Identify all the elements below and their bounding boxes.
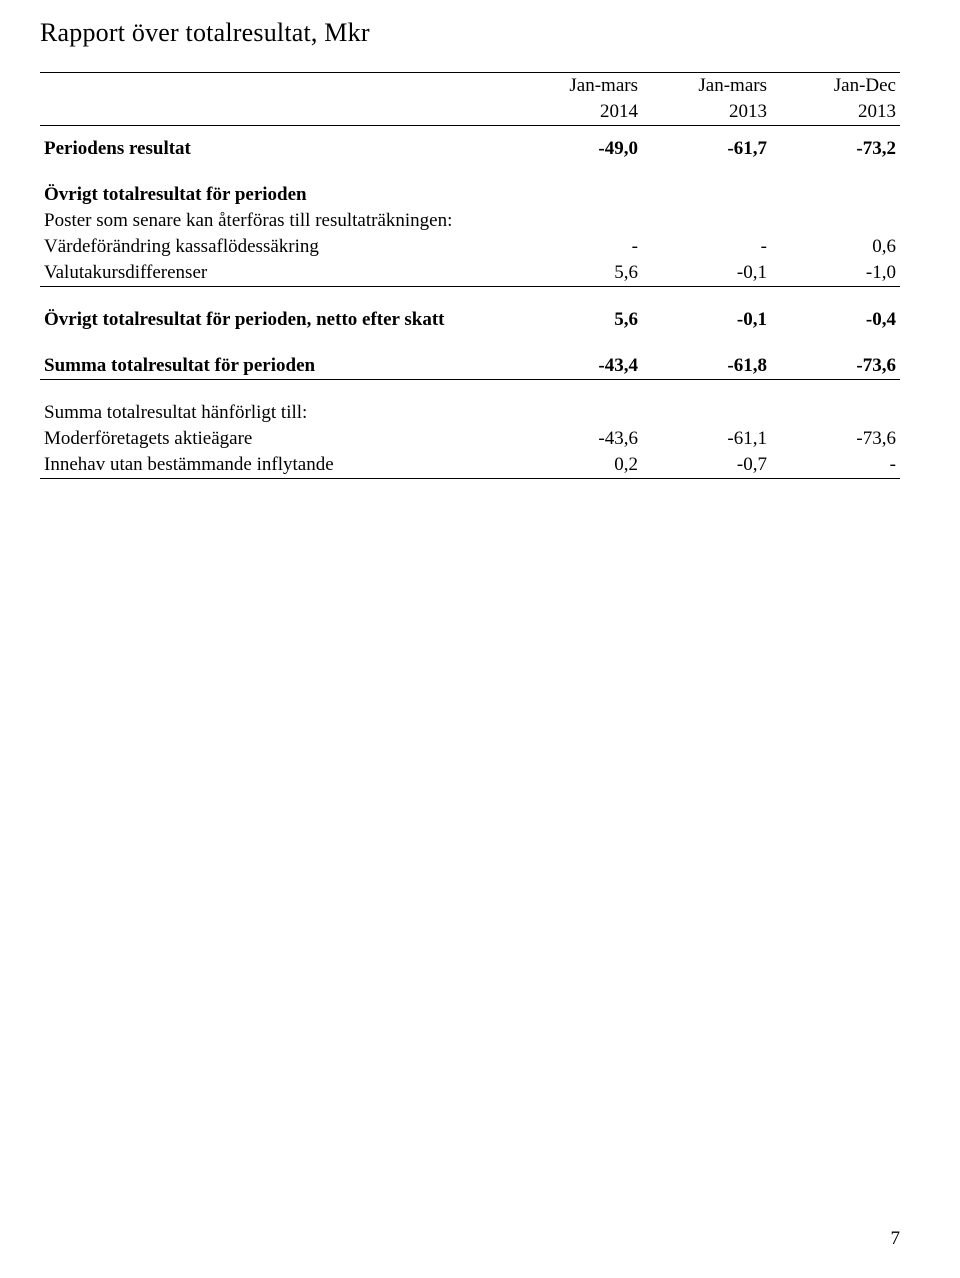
header-row-2: 2014 2013 2013: [40, 99, 900, 126]
cell-label: Moderföretagets aktieägare: [40, 426, 513, 452]
cell-v2: -61,8: [642, 353, 771, 380]
row-periodens-resultat: Periodens resultat -49,0 -61,7 -73,2: [40, 136, 900, 162]
cell-v3: -: [771, 452, 900, 479]
cell-v2: -61,7: [642, 136, 771, 162]
cell-v3: -0,4: [771, 307, 900, 333]
cell-v2: -0,1: [642, 260, 771, 287]
cell-v1: 0,2: [513, 452, 642, 479]
report-title: Rapport över totalresultat, Mkr: [40, 18, 900, 48]
cell-v1: 5,6: [513, 307, 642, 333]
page: Rapport över totalresultat, Mkr Jan-mars…: [0, 0, 960, 1278]
row-vardeforandring: Värdeförändring kassaflödessäkring - - 0…: [40, 234, 900, 260]
col2-line1: Jan-mars: [642, 73, 771, 100]
row-ovrigt-netto: Övrigt totalresultat för perioden, netto…: [40, 307, 900, 333]
header-empty: [40, 73, 513, 100]
cell-v1: -43,6: [513, 426, 642, 452]
cell-label: Innehav utan bestämmande inflytande: [40, 452, 513, 479]
cell-v2: -61,1: [642, 426, 771, 452]
row-poster-senare: Poster som senare kan återföras till res…: [40, 208, 900, 234]
row-innehav: Innehav utan bestämmande inflytande 0,2 …: [40, 452, 900, 479]
cell-label: Övrigt totalresultat för perioden, netto…: [40, 307, 513, 333]
cell-label: Summa totalresultat för perioden: [40, 353, 513, 380]
cell-label: Poster som senare kan återföras till res…: [40, 208, 900, 234]
col2-line2: 2013: [642, 99, 771, 126]
cell-label: Periodens resultat: [40, 136, 513, 162]
cell-v3: 0,6: [771, 234, 900, 260]
cell-v3: -73,2: [771, 136, 900, 162]
cell-v1: 5,6: [513, 260, 642, 287]
row-valutakurs: Valutakursdifferenser 5,6 -0,1 -1,0: [40, 260, 900, 287]
page-number: 7: [891, 1228, 901, 1250]
cell-v2: -0,7: [642, 452, 771, 479]
cell-v3: -73,6: [771, 353, 900, 380]
header-row-1: Jan-mars Jan-mars Jan-Dec: [40, 73, 900, 100]
financial-table: Jan-mars Jan-mars Jan-Dec 2014 2013 2013…: [40, 72, 900, 479]
cell-v2: -: [642, 234, 771, 260]
col1-line1: Jan-mars: [513, 73, 642, 100]
row-summa-period: Summa totalresultat för perioden -43,4 -…: [40, 353, 900, 380]
cell-v1: -49,0: [513, 136, 642, 162]
col3-line1: Jan-Dec: [771, 73, 900, 100]
cell-label: Valutakursdifferenser: [40, 260, 513, 287]
header-empty-2: [40, 99, 513, 126]
col1-line2: 2014: [513, 99, 642, 126]
cell-label: Värdeförändring kassaflödessäkring: [40, 234, 513, 260]
cell-v1: -: [513, 234, 642, 260]
cell-label: Summa totalresultat hänförligt till:: [40, 400, 900, 426]
row-moder: Moderföretagets aktieägare -43,6 -61,1 -…: [40, 426, 900, 452]
cell-v2: -0,1: [642, 307, 771, 333]
col3-line2: 2013: [771, 99, 900, 126]
cell-v3: -73,6: [771, 426, 900, 452]
cell-label: Övrigt totalresultat för perioden: [40, 182, 900, 208]
cell-v3: -1,0: [771, 260, 900, 287]
row-ovrigt-header: Övrigt totalresultat för perioden: [40, 182, 900, 208]
cell-v1: -43,4: [513, 353, 642, 380]
row-summa-hanforligt: Summa totalresultat hänförligt till:: [40, 400, 900, 426]
